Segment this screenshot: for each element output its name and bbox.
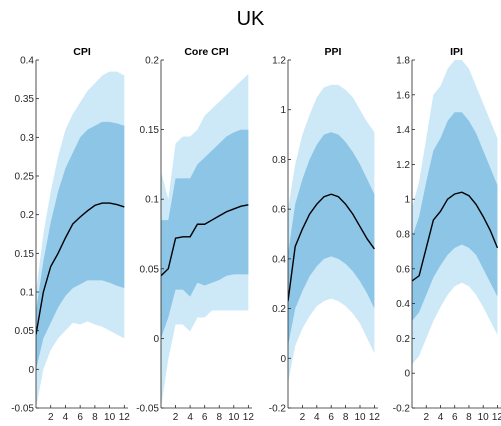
core-cpi-x-tick-label: 8 xyxy=(216,412,222,423)
cpi-x-tick-label: 8 xyxy=(92,412,98,423)
ppi-x-tick-label: 2 xyxy=(300,412,306,423)
ppi-panel-title: PPI xyxy=(325,46,342,58)
core-cpi-median-line xyxy=(161,204,249,277)
core-cpi-x-tick-label: 6 xyxy=(202,412,208,423)
ipi-y-tick-label: 0.8 xyxy=(396,230,410,241)
cpi-panel: -0.05 0 0.05 0.1 0.15 0.2 0.25 0.3 0.35 0.4 2 4 6 8 10… xyxy=(11,46,130,423)
ipi-x-tick-label: 2 xyxy=(423,412,429,423)
cpi-x-tick-label: 12 xyxy=(119,412,131,423)
cpi-panel-title: CPI xyxy=(73,46,91,58)
cpi-y-tick-label: 0 xyxy=(28,365,34,376)
ppi-y-tick-label: 0.4 xyxy=(272,254,286,265)
core-cpi-y-tick-label: 0.05 xyxy=(140,264,160,275)
ipi-panel-title: IPI xyxy=(450,46,463,58)
cpi-x-tick-label: 2 xyxy=(48,412,54,423)
cpi-y-tick-label: 0.35 xyxy=(15,94,35,105)
ppi-x-tick-label: 10 xyxy=(354,412,366,423)
cpi-y-tick-label: 0.05 xyxy=(15,326,35,337)
cpi-y-tick-label: 0.4 xyxy=(20,56,34,67)
ipi-x-tick-label: 6 xyxy=(452,412,458,423)
core-cpi-y-tick-label: 0.2 xyxy=(145,56,159,67)
core-cpi-y-tick-label: 0.1 xyxy=(145,195,159,206)
cpi-y-tick-label: 0.1 xyxy=(20,288,34,299)
cpi-y-tick-label: 0.15 xyxy=(15,249,35,260)
ipi-y-tick-label: 1.8 xyxy=(396,56,410,67)
cpi-y-tick-label: 0.3 xyxy=(20,133,34,144)
cpi-y-tick-label: 0.2 xyxy=(20,210,34,221)
ipi-median-line xyxy=(412,191,499,282)
core-cpi-x-tick-label: 12 xyxy=(243,412,255,423)
core-cpi-inner-band xyxy=(161,129,249,339)
ppi-x-tick-label: 12 xyxy=(369,412,381,423)
ipi-y-tick-label: 0.2 xyxy=(396,334,410,345)
cpi-x-tick-label: 6 xyxy=(77,412,83,423)
ppi-plot-area xyxy=(288,84,375,384)
core-cpi-y-tick-label: 0.15 xyxy=(140,125,160,136)
ipi-x-tick-label: 10 xyxy=(478,412,490,423)
ipi-panel: -0.2 0 0.2 0.4 0.6 0.8 1 1.2 1.4 1.6 1.8 2 4 6 8 10 12 IP… xyxy=(393,46,501,423)
ipi-y-tick-label: 1.4 xyxy=(396,125,410,136)
ipi-x-tick-label: 4 xyxy=(438,412,444,423)
cpi-inner-band xyxy=(36,121,125,370)
ppi-x-tick-label: 4 xyxy=(314,412,320,423)
ipi-y-tick-label: 0 xyxy=(404,369,410,380)
ppi-y-tick-label: -0.2 xyxy=(269,404,287,415)
cpi-y-tick-label: -0.05 xyxy=(11,404,34,415)
core-cpi-x-tick-label: 4 xyxy=(187,412,193,423)
core-cpi-x-tick-label: 10 xyxy=(228,412,240,423)
cpi-median-line xyxy=(36,202,125,335)
ppi-y-tick-label: 0.6 xyxy=(272,205,286,216)
ppi-y-tick-label: 0 xyxy=(280,354,286,365)
ipi-inner-band xyxy=(412,112,498,321)
core-cpi-x-tick-label: 2 xyxy=(173,412,179,423)
core-cpi-y-tick-label: -0.05 xyxy=(136,404,159,415)
core-cpi-y-tick-label: 0 xyxy=(153,334,159,345)
ipi-y-tick-label: 1.2 xyxy=(396,160,410,171)
ipi-y-tick-label: 0.6 xyxy=(396,264,410,275)
ipi-y-tick-label: 0.4 xyxy=(396,299,410,310)
ppi-x-tick-label: 6 xyxy=(328,412,334,423)
core-cpi-panel-title: Core CPI xyxy=(184,46,228,58)
ipi-y-tick-label: 1.6 xyxy=(396,90,410,101)
ipi-x-tick-label: 12 xyxy=(492,412,501,423)
ppi-panel: -0.2 0 0.2 0.4 0.6 0.8 1 1.2 2 4 6 8 10 12 PPI xyxy=(269,46,381,423)
cpi-x-tick-label: 4 xyxy=(63,412,69,423)
ppi-y-tick-label: 0.8 xyxy=(272,155,286,166)
ipi-x-tick-label: 8 xyxy=(466,412,472,423)
ppi-inner-band xyxy=(288,132,375,346)
core-cpi-plot-area xyxy=(161,73,249,408)
cpi-x-tick-label: 10 xyxy=(104,412,116,423)
ppi-median-line xyxy=(288,193,375,302)
ppi-x-tick-label: 8 xyxy=(343,412,349,423)
ppi-y-tick-label: 1 xyxy=(280,105,286,116)
ipi-y-tick-label: -0.2 xyxy=(393,404,411,415)
core-cpi-panel: -0.05 0 0.05 0.1 0.15 0.2 2 4 6 8 10 12 Core CPI xyxy=(136,46,254,423)
cpi-plot-area xyxy=(36,71,125,408)
cpi-y-tick-label: 0.25 xyxy=(15,172,35,183)
ppi-y-tick-label: 1.2 xyxy=(272,56,286,67)
ipi-plot-area xyxy=(412,60,499,365)
ipi-y-tick-label: 1 xyxy=(404,195,410,206)
ppi-y-tick-label: 0.2 xyxy=(272,304,286,315)
figure-title: UK xyxy=(236,8,265,30)
